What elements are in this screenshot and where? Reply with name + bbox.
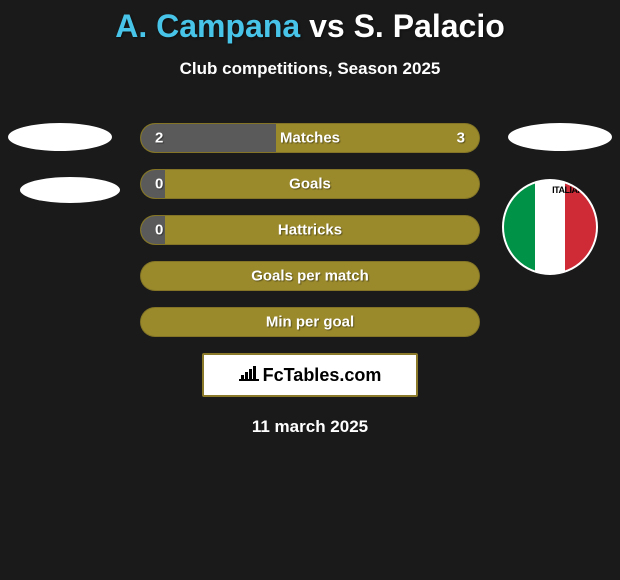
player2-name: S. Palacio xyxy=(354,8,505,44)
date: 11 march 2025 xyxy=(0,417,620,437)
stat-label: Matches xyxy=(280,130,340,147)
stat-row-goals: 0 Goals xyxy=(140,169,480,199)
chart-icon xyxy=(239,365,259,386)
title: A. Campana vs S. Palacio xyxy=(0,0,620,45)
stat-label: Min per goal xyxy=(266,314,354,331)
source-logo-text: FcTables.com xyxy=(263,365,382,386)
comparison-card: A. Campana vs S. Palacio Club competitio… xyxy=(0,0,620,580)
stat-row-goals-per-match: Goals per match xyxy=(140,261,480,291)
league-flag-badge: ITALIANO xyxy=(502,179,598,275)
stat-left-value: 0 xyxy=(155,176,163,193)
player1-badge-placeholder xyxy=(8,123,112,151)
stat-left-value: 2 xyxy=(155,130,163,147)
stat-row-hattricks: 0 Hattricks xyxy=(140,215,480,245)
stat-row-matches: 2 Matches 3 xyxy=(140,123,480,153)
player2-badge-placeholder xyxy=(508,123,612,151)
vs-text: vs xyxy=(309,8,345,44)
flag-stripe-green xyxy=(504,181,535,273)
flag-overlay-text: ITALIANO xyxy=(552,185,590,195)
subtitle: Club competitions, Season 2025 xyxy=(0,59,620,79)
stat-right-value: 3 xyxy=(457,130,465,147)
stat-row-min-per-goal: Min per goal xyxy=(140,307,480,337)
stat-label: Goals xyxy=(289,176,331,193)
stats-area: ITALIANO 2 Matches 3 0 Goals 0 Hattricks xyxy=(0,123,620,437)
source-logo-box: FcTables.com xyxy=(202,353,418,397)
stat-label: Hattricks xyxy=(278,222,342,239)
player1-badge-placeholder-2 xyxy=(20,177,120,203)
stat-label: Goals per match xyxy=(251,268,369,285)
flag-italy: ITALIANO xyxy=(504,181,596,273)
stats-rows: 2 Matches 3 0 Goals 0 Hattricks Goals pe… xyxy=(140,123,480,337)
stat-left-value: 0 xyxy=(155,222,163,239)
source-logo: FcTables.com xyxy=(239,365,382,386)
player1-name: A. Campana xyxy=(115,8,300,44)
